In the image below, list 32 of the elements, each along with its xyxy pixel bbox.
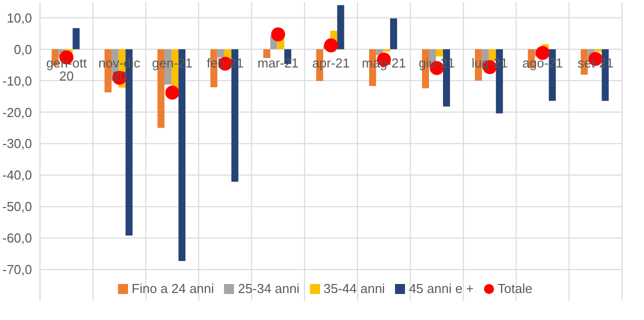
y-tick-label: -50,0 — [2, 199, 32, 214]
bar — [72, 28, 80, 50]
bar — [337, 5, 344, 50]
bar — [594, 49, 602, 52]
bar — [390, 18, 398, 50]
bar — [436, 49, 444, 56]
point — [165, 86, 180, 100]
bar — [383, 49, 390, 52]
y-tick-label: -10,0 — [2, 73, 32, 88]
legend-label: 25-34 anni — [238, 281, 300, 296]
legend-label: Totale — [498, 281, 532, 296]
x-tick-label: gen-21 — [152, 55, 193, 70]
y-tick-label: -30,0 — [2, 136, 32, 152]
bar — [217, 49, 224, 58]
y-tick-label: 10,0 — [6, 10, 32, 26]
x-tick-label: giu-21 — [418, 55, 455, 70]
bar — [263, 49, 270, 58]
point — [271, 27, 286, 42]
x-tick-label: set-21 — [577, 55, 614, 70]
y-tick-label: -60,0 — [2, 230, 32, 246]
x-tick-label: gen-ott 20 — [46, 55, 88, 84]
x-tick-label: nov-dic 20 — [98, 55, 141, 84]
x-tick-label: lug-21 — [472, 55, 508, 70]
legend-label: 35-44 anni — [324, 281, 385, 296]
y-tick-label: 0,0 — [14, 42, 32, 57]
point — [324, 38, 338, 52]
legend-label: 45 anni e + — [408, 281, 474, 296]
legend-label: Fino a 24 anni — [132, 281, 214, 296]
y-tick-label: -40,0 — [2, 168, 32, 183]
x-tick-label: mar-21 — [257, 55, 299, 70]
y-tick-label: -70,0 — [2, 262, 32, 278]
y-tick-label: -20,0 — [2, 104, 32, 120]
